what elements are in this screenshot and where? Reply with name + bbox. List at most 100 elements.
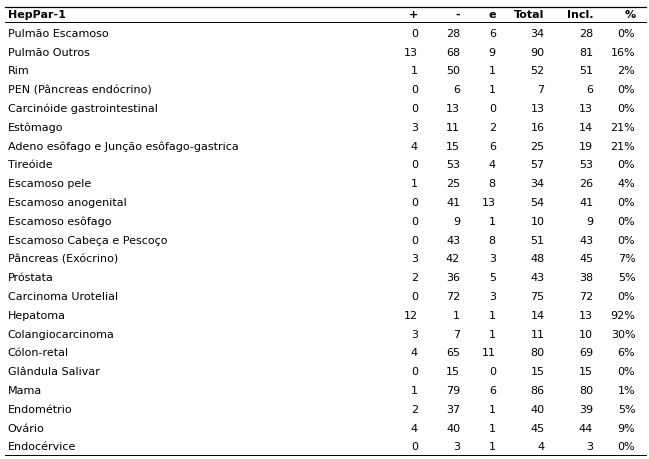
Text: 5: 5: [489, 273, 496, 283]
Text: 1: 1: [489, 85, 496, 95]
Text: e: e: [488, 10, 496, 20]
Text: 2: 2: [411, 405, 418, 414]
Text: 14: 14: [579, 123, 593, 133]
Text: 25: 25: [530, 141, 545, 151]
Text: Ovário: Ovário: [8, 424, 45, 433]
Text: 26: 26: [579, 179, 593, 189]
Text: 4: 4: [411, 424, 418, 433]
Text: Pulmão Escamoso: Pulmão Escamoso: [8, 29, 108, 39]
Text: 75: 75: [530, 292, 545, 302]
Text: 21%: 21%: [611, 123, 635, 133]
Text: 0: 0: [411, 217, 418, 227]
Text: 0: 0: [489, 104, 496, 114]
Text: 0: 0: [411, 367, 418, 377]
Text: 8: 8: [489, 235, 496, 246]
Text: 53: 53: [579, 160, 593, 170]
Text: PEN (Pâncreas endócrino): PEN (Pâncreas endócrino): [8, 85, 151, 95]
Text: 9: 9: [586, 217, 593, 227]
Text: 13: 13: [530, 104, 545, 114]
Text: 15: 15: [446, 141, 460, 151]
Text: 16: 16: [530, 123, 545, 133]
Text: 0: 0: [411, 104, 418, 114]
Text: 5%: 5%: [618, 405, 635, 414]
Text: 4%: 4%: [618, 179, 635, 189]
Text: 41: 41: [446, 198, 460, 208]
Text: 1: 1: [489, 405, 496, 414]
Text: 0: 0: [411, 29, 418, 39]
Text: 1: 1: [489, 217, 496, 227]
Text: 34: 34: [530, 29, 545, 39]
Text: 1: 1: [489, 311, 496, 321]
Text: 6: 6: [586, 85, 593, 95]
Text: 43: 43: [446, 235, 460, 246]
Text: 10: 10: [530, 217, 545, 227]
Text: 51: 51: [530, 235, 545, 246]
Text: Incl.: Incl.: [567, 10, 593, 20]
Text: Mama: Mama: [8, 386, 42, 396]
Text: 0%: 0%: [618, 217, 635, 227]
Text: 41: 41: [579, 198, 593, 208]
Text: 0%: 0%: [618, 85, 635, 95]
Text: 6: 6: [453, 85, 460, 95]
Text: 45: 45: [579, 254, 593, 264]
Text: Adeno esôfago e Junção esôfago-gastrica: Adeno esôfago e Junção esôfago-gastrica: [8, 141, 239, 152]
Text: 15: 15: [579, 367, 593, 377]
Text: 0: 0: [411, 292, 418, 302]
Text: Total: Total: [514, 10, 545, 20]
Text: 7%: 7%: [618, 254, 635, 264]
Text: 13: 13: [404, 48, 418, 57]
Text: 3: 3: [411, 123, 418, 133]
Text: 1: 1: [453, 311, 460, 321]
Text: 4: 4: [489, 160, 496, 170]
Text: 53: 53: [446, 160, 460, 170]
Text: 81: 81: [579, 48, 593, 57]
Text: 10: 10: [579, 330, 593, 340]
Text: 15: 15: [446, 367, 460, 377]
Text: 50: 50: [446, 66, 460, 76]
Text: 3: 3: [489, 292, 496, 302]
Text: 28: 28: [579, 29, 593, 39]
Text: 43: 43: [530, 273, 545, 283]
Text: 15: 15: [530, 367, 545, 377]
Text: 80: 80: [579, 386, 593, 396]
Text: 9: 9: [489, 48, 496, 57]
Text: 13: 13: [579, 104, 593, 114]
Text: 3: 3: [586, 442, 593, 452]
Text: Colangiocarcinoma: Colangiocarcinoma: [8, 330, 115, 340]
Text: 9: 9: [453, 217, 460, 227]
Text: 48: 48: [530, 254, 545, 264]
Text: 0: 0: [411, 160, 418, 170]
Text: 8: 8: [489, 179, 496, 189]
Text: 21%: 21%: [611, 141, 635, 151]
Text: -: -: [456, 10, 460, 20]
Text: 0: 0: [411, 85, 418, 95]
Text: 5%: 5%: [618, 273, 635, 283]
Text: 0%: 0%: [618, 160, 635, 170]
Text: 92%: 92%: [611, 311, 635, 321]
Text: 0%: 0%: [618, 235, 635, 246]
Text: 11: 11: [482, 348, 496, 358]
Text: 30%: 30%: [611, 330, 635, 340]
Text: 57: 57: [530, 160, 545, 170]
Text: 51: 51: [579, 66, 593, 76]
Text: Próstata: Próstata: [8, 273, 54, 283]
Text: 6: 6: [489, 29, 496, 39]
Text: 0%: 0%: [618, 442, 635, 452]
Text: 65: 65: [446, 348, 460, 358]
Text: 0: 0: [411, 442, 418, 452]
Text: Escamoso anogenital: Escamoso anogenital: [8, 198, 127, 208]
Text: 0: 0: [411, 198, 418, 208]
Text: 6: 6: [489, 386, 496, 396]
Text: 68: 68: [446, 48, 460, 57]
Text: 1: 1: [411, 66, 418, 76]
Text: 0%: 0%: [618, 29, 635, 39]
Text: 3: 3: [453, 442, 460, 452]
Text: 44: 44: [579, 424, 593, 433]
Text: 1%: 1%: [618, 386, 635, 396]
Text: 0%: 0%: [618, 367, 635, 377]
Text: 54: 54: [530, 198, 545, 208]
Text: 2: 2: [411, 273, 418, 283]
Text: Cólon-retal: Cólon-retal: [8, 348, 69, 358]
Text: 16%: 16%: [611, 48, 635, 57]
Text: Estômago: Estômago: [8, 123, 64, 133]
